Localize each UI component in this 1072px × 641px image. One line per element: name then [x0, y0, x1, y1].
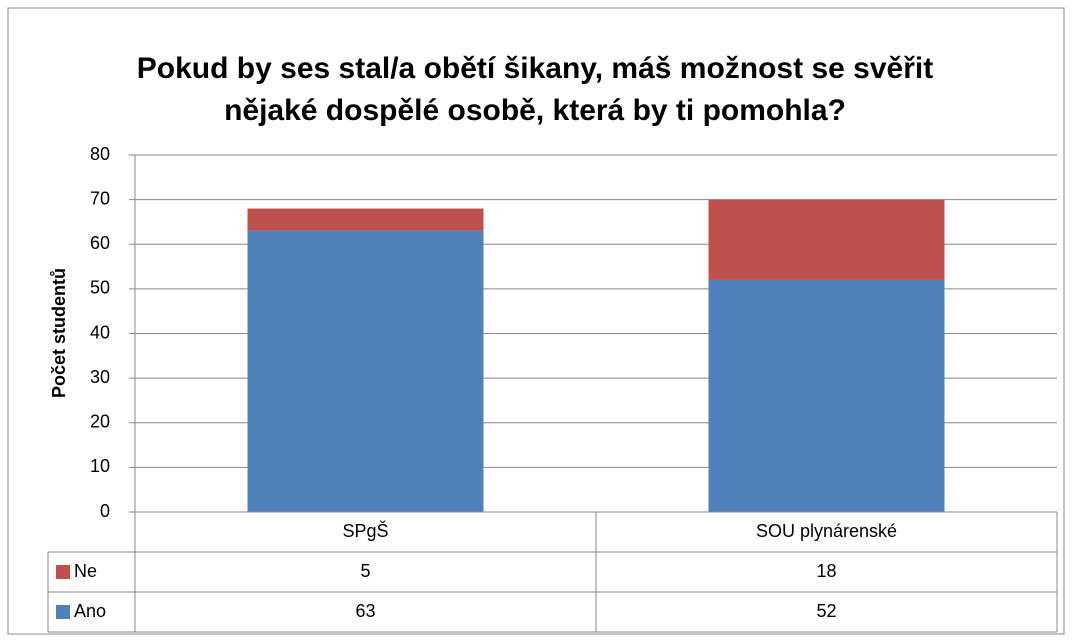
y-tick-label: 10: [90, 456, 110, 476]
x-tick-label: SPgŠ: [342, 520, 388, 541]
y-tick-label: 20: [90, 412, 110, 432]
y-tick-label: 40: [90, 322, 110, 342]
legend-label: Ano: [74, 601, 106, 621]
bar-segment: [247, 230, 484, 513]
bar-segment: [708, 279, 945, 512]
legend-label: Ne: [74, 561, 97, 581]
table-value: 5: [360, 561, 370, 581]
y-axis-label: Počet studentů: [49, 268, 69, 398]
chart-title: Pokud by ses stal/a obětí šikany, máš mo…: [136, 52, 934, 127]
y-tick-label: 60: [90, 233, 110, 253]
legend-swatch: [56, 605, 70, 619]
bar-segment: [708, 199, 945, 280]
bar-segment: [247, 208, 484, 231]
y-tick-label: 80: [90, 144, 110, 164]
y-tick-label: 30: [90, 367, 110, 387]
y-tick-label: 0: [100, 501, 110, 521]
legend-swatch: [56, 565, 70, 579]
y-tick-label: 70: [90, 188, 110, 208]
table-value: 18: [816, 561, 836, 581]
table-value: 63: [355, 601, 375, 621]
y-tick-label: 50: [90, 278, 110, 298]
chart-border: [7, 7, 1065, 635]
table-value: 52: [816, 601, 836, 621]
x-tick-label: SOU plynárenské: [756, 521, 897, 541]
